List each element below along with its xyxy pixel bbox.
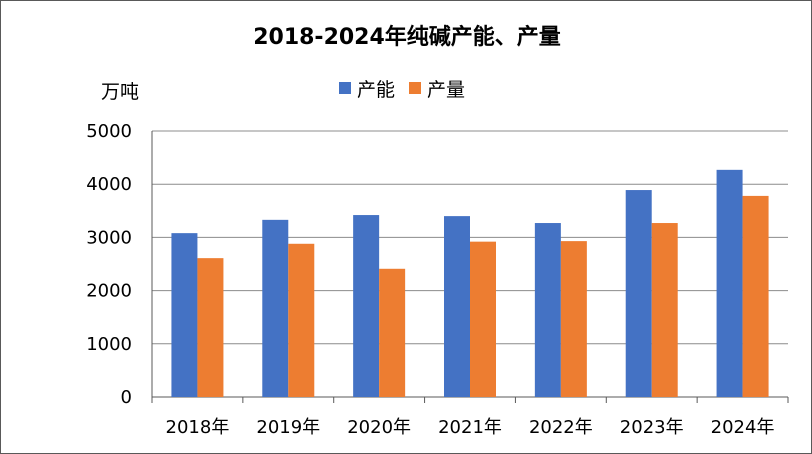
x-tick-label-4: 2022年 — [529, 417, 593, 438]
legend-swatch-output — [409, 82, 422, 94]
y-tick-label-2000: 2000 — [86, 281, 132, 302]
bar-capacity-1 — [262, 219, 289, 397]
legend: 产能 产量 — [339, 75, 479, 102]
x-tick-label-1: 2019年 — [256, 417, 320, 438]
bar-output-6 — [742, 195, 769, 397]
x-tick-label-6: 2024年 — [711, 417, 775, 438]
bar-capacity-0 — [171, 233, 198, 397]
x-tick-label-3: 2021年 — [438, 417, 502, 438]
legend-item-output: 产量 — [409, 75, 465, 102]
y-tick-label-4000: 4000 — [86, 174, 132, 195]
bar-output-4 — [560, 241, 587, 397]
bar-output-3 — [470, 241, 496, 397]
y-axis-unit-label: 万吨 — [101, 81, 140, 103]
x-tick-label-2: 2020年 — [347, 417, 411, 438]
y-tick-label-5000: 5000 — [86, 121, 132, 142]
y-tick-label-0: 0 — [121, 387, 132, 408]
bar-capacity-3 — [444, 216, 470, 397]
bar-output-5 — [651, 223, 678, 397]
x-tick-label-5: 2023年 — [620, 417, 684, 438]
legend-label-output: 产量 — [427, 78, 466, 101]
bar-output-0 — [197, 258, 224, 397]
bar-capacity-5 — [625, 190, 652, 397]
legend-swatch-capacity — [339, 82, 351, 94]
y-tick-label-3000: 3000 — [86, 227, 132, 248]
chart-title: 2018-2024年纯碱产能、产量 — [253, 25, 561, 50]
x-tick-label-0: 2018年 — [166, 417, 230, 438]
bar-capacity-2 — [353, 215, 380, 397]
bar-capacity-4 — [534, 223, 561, 397]
bar-output-2 — [379, 268, 406, 397]
bar-capacity-6 — [716, 169, 743, 397]
bar-output-1 — [288, 243, 315, 397]
legend-label-capacity: 产能 — [357, 78, 396, 101]
legend-item-capacity: 产能 — [339, 75, 395, 102]
y-tick-label-1000: 1000 — [86, 334, 132, 355]
